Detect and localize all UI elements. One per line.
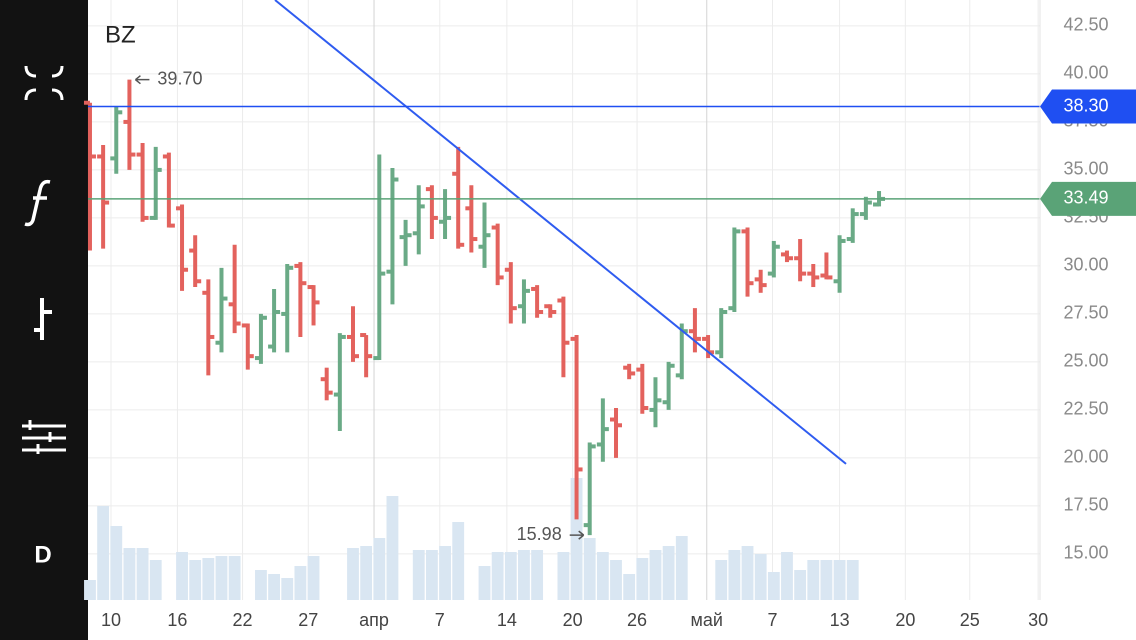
y-tick-label: 35.00: [1063, 159, 1108, 179]
y-tick-label: 22.50: [1063, 399, 1108, 419]
volume-bar: [820, 560, 833, 600]
volume-bar: [123, 548, 136, 600]
volume-bar: [504, 552, 517, 600]
settings-icon[interactable]: [22, 420, 66, 454]
volume-bar: [531, 550, 544, 600]
volume-bar: [728, 550, 741, 600]
y-tick-label: 25.00: [1063, 351, 1108, 371]
volume-bar: [807, 560, 820, 600]
volume-bar: [347, 548, 359, 600]
annotation-label: 39.70: [157, 68, 202, 88]
plot: 39.70 15.98: [83, 0, 1040, 600]
x-tick-label: 16: [167, 610, 187, 630]
volume-bar: [215, 556, 228, 600]
volume-bar: [715, 560, 728, 600]
volume-bar: [136, 548, 149, 600]
volume-bar: [189, 560, 202, 600]
price-pill: [1040, 89, 1136, 124]
volume-bar: [741, 546, 754, 600]
x-tick-label: 30: [1028, 610, 1048, 630]
x-tick-label: 7: [435, 610, 445, 630]
annotation-label: 15.98: [517, 524, 562, 544]
y-tick-label: 17.50: [1063, 495, 1108, 515]
x-tick-label: 14: [497, 610, 517, 630]
volume-bar: [675, 536, 688, 600]
x-tick-label: 27: [298, 610, 318, 630]
x-tick-label: 10: [101, 610, 121, 630]
annotation: [569, 530, 585, 540]
volume-bar: [623, 574, 636, 600]
volume-bar: [833, 560, 846, 600]
volume-bar: [662, 546, 675, 600]
volume-bar: [754, 554, 767, 600]
x-tick-label: 26: [627, 610, 647, 630]
volume-bar: [425, 550, 438, 600]
chart-type-icon[interactable]: [34, 298, 52, 340]
volume-bar: [110, 526, 123, 600]
volume-bar: [491, 552, 504, 600]
volume-bar: [228, 556, 241, 600]
annotation-arrow: [569, 530, 585, 540]
y-tick-label: 30.00: [1063, 255, 1108, 275]
price-pill-label: 38.30: [1063, 95, 1108, 115]
x-tick-label: 7: [768, 610, 778, 630]
timeframe-button[interactable]: D: [34, 541, 51, 568]
volume-bar: [846, 560, 859, 600]
volume-bar: [202, 558, 215, 600]
price-pill-label: 33.49: [1063, 188, 1108, 208]
volume-bar: [583, 538, 596, 600]
annotation-arrow: [134, 75, 150, 85]
y-tick-label: 15.00: [1063, 543, 1108, 563]
volume-bar: [478, 566, 491, 600]
volume-bar: [84, 580, 96, 600]
volume-bar: [307, 556, 320, 600]
x-tick-label: 22: [233, 610, 253, 630]
x-tick-label: 20: [563, 610, 583, 630]
volume-bar: [281, 578, 294, 600]
chart-title: BZ: [105, 21, 136, 48]
y-tick-label: 40.00: [1063, 63, 1108, 83]
volume-bar: [452, 522, 465, 600]
y-tick-label: 20.00: [1063, 447, 1108, 467]
volume-bar: [149, 560, 162, 600]
x-tick-label: 20: [895, 610, 915, 630]
x-tick-label: апр: [359, 610, 389, 630]
volume-bar: [294, 566, 307, 600]
volume-bar: [794, 570, 807, 600]
volume-bar: [373, 538, 386, 600]
volume-bar: [596, 552, 609, 600]
volume-bar: [570, 478, 583, 600]
y-tick-label: 42.50: [1063, 15, 1108, 35]
volume-bar: [97, 506, 110, 600]
volume-bar: [255, 570, 267, 600]
indicator-icon[interactable]: [24, 179, 51, 227]
fullscreen-icon[interactable]: [24, 65, 64, 101]
volume-bar: [557, 552, 570, 600]
volume-bar: [781, 552, 793, 600]
x-tick-label: 13: [830, 610, 850, 630]
trend-line: [274, 0, 847, 465]
volume-bar: [268, 574, 281, 600]
volume-bar: [176, 552, 188, 600]
volume-bar: [412, 550, 425, 600]
x-tick-label: 25: [960, 610, 980, 630]
annotation: [134, 75, 150, 85]
volume-bar: [439, 546, 451, 600]
volume-bar: [649, 550, 662, 600]
y-tick-label: 27.50: [1063, 303, 1108, 323]
volume-bar: [386, 496, 399, 600]
volume-bar: [636, 558, 649, 600]
x-tick-label: май: [691, 610, 723, 630]
volume-bar: [767, 572, 780, 600]
price-pill: [1040, 181, 1136, 216]
volume-bar: [610, 560, 622, 600]
volume-bar: [360, 546, 373, 600]
volume-bar: [518, 550, 530, 600]
